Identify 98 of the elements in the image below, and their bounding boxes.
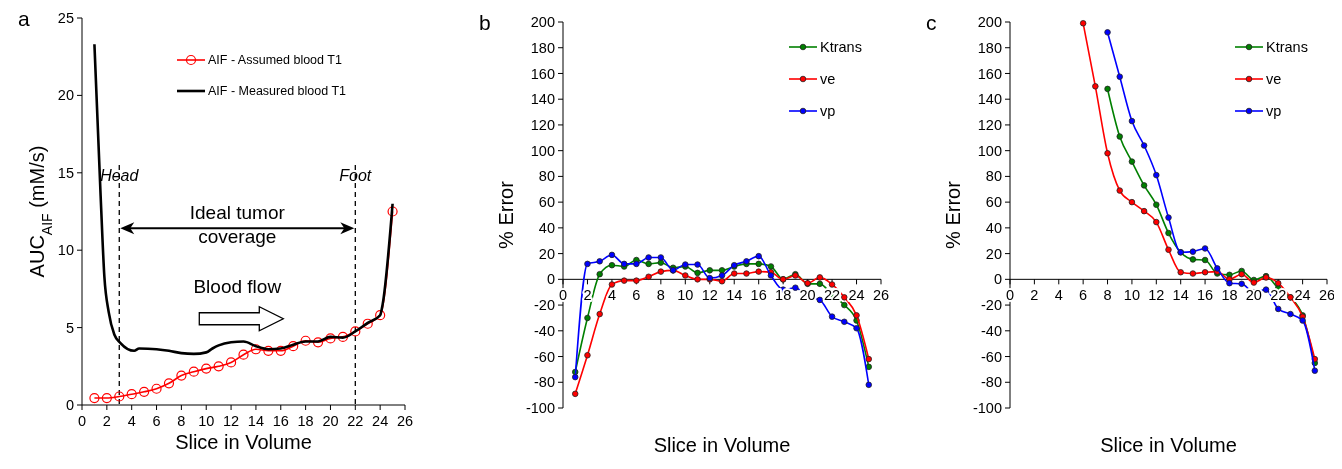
- y-tick-label: 100: [530, 142, 555, 159]
- x-tick-label: 26: [396, 413, 414, 429]
- y-tick-label: 140: [977, 91, 1002, 108]
- legend-label: vp: [820, 103, 836, 120]
- legend-label: ve: [820, 71, 836, 88]
- y-tick-label: 80: [985, 168, 1002, 185]
- y-tick-label: 20: [538, 245, 555, 262]
- y-tick-label: 0: [993, 271, 1002, 288]
- annotation: Foot: [339, 166, 372, 184]
- x-axis-title: Slice in Volume: [1100, 434, 1237, 456]
- y-tick-label: -40: [981, 322, 1002, 339]
- y-tick-label: 40: [538, 219, 555, 236]
- y-tick-label: 20: [985, 245, 1002, 262]
- x-tick-label: 10: [1123, 287, 1140, 304]
- y-axis-title: % Error: [495, 180, 517, 249]
- y-tick-label: -100: [525, 400, 555, 417]
- legend-label: AIF - Assumed blood T1: [208, 53, 342, 68]
- y-tick-label: 60: [985, 194, 1002, 211]
- chart-title: b: [479, 11, 491, 34]
- y-tick-label: -60: [534, 348, 555, 365]
- y-tick-label: 120: [977, 117, 1002, 134]
- y-tick-label: 200: [977, 14, 1002, 31]
- x-axis-title: Slice in Volume: [175, 431, 312, 453]
- y-tick-label: 120: [530, 117, 555, 134]
- x-tick-label: 12: [701, 287, 718, 304]
- y-tick-label: -60: [981, 348, 1002, 365]
- y-tick-label: 100: [977, 142, 1002, 159]
- y-tick-label: 0: [546, 271, 555, 288]
- x-tick-label: 16: [272, 413, 289, 429]
- x-tick-label: 4: [127, 413, 136, 429]
- y-tick-label: 60: [538, 194, 555, 211]
- y-tick-label: 180: [977, 39, 1002, 56]
- y-tick-label: 200: [530, 14, 555, 31]
- y-tick-label: 5: [65, 319, 74, 336]
- x-tick-label: 22: [347, 413, 364, 429]
- legend-label: vp: [1266, 103, 1282, 120]
- x-tick-label: 6: [632, 287, 641, 304]
- x-tick-label: 26: [1318, 287, 1336, 304]
- legend-label: Ktrans: [1266, 39, 1308, 56]
- y-tick-label: -80: [534, 374, 555, 391]
- x-tick-label: 14: [726, 287, 743, 304]
- x-tick-label: 16: [750, 287, 767, 304]
- x-tick-label: 22: [1270, 287, 1287, 304]
- x-tick-label: 10: [677, 287, 694, 304]
- x-axis-title: Slice in Volume: [653, 434, 791, 456]
- y-tick-label: 180: [530, 39, 555, 56]
- y-tick-label: 20: [57, 87, 74, 104]
- x-tick-label: 6: [152, 413, 161, 429]
- y-tick-label: 25: [57, 10, 74, 27]
- x-tick-label: 20: [1245, 287, 1262, 304]
- legend-label: Ktrans: [820, 39, 862, 56]
- x-tick-label: 4: [1054, 287, 1063, 304]
- annotation: Blood flow: [193, 275, 282, 297]
- x-tick-label: 10: [198, 413, 215, 429]
- y-tick-label: 0: [65, 397, 74, 414]
- y-tick-label: 160: [977, 65, 1002, 82]
- x-tick-label: 8: [177, 413, 186, 429]
- y-tick-label: 140: [530, 91, 555, 108]
- x-tick-label: 16: [1197, 287, 1214, 304]
- annotation: Head: [100, 166, 140, 184]
- x-tick-label: 18: [297, 413, 314, 429]
- x-tick-label: 0: [1005, 287, 1015, 304]
- legend-label: AIF - Measured blood T1: [208, 84, 347, 99]
- y-tick-label: -40: [534, 322, 555, 339]
- x-tick-label: 20: [322, 413, 339, 429]
- x-tick-label: 14: [1172, 287, 1189, 304]
- x-tick-label: 12: [223, 413, 240, 429]
- x-tick-label: 24: [372, 413, 389, 429]
- chart-title: a: [18, 7, 30, 30]
- x-tick-label: 0: [558, 287, 568, 304]
- x-tick-label: 4: [607, 287, 616, 304]
- legend-label: ve: [1266, 71, 1282, 88]
- y-tick-label: 15: [57, 164, 74, 181]
- y-tick-label: 10: [57, 242, 74, 259]
- x-tick-label: 12: [1148, 287, 1165, 304]
- x-tick-label: 26: [872, 287, 890, 304]
- y-tick-label: -80: [981, 374, 1002, 391]
- x-tick-label: 14: [247, 413, 264, 429]
- annotation: Ideal tumor coverage: [189, 202, 286, 247]
- chart-title: c: [926, 11, 937, 34]
- x-tick-label: 8: [656, 287, 665, 304]
- x-tick-label: 2: [102, 413, 111, 429]
- y-axis-title: % Error: [942, 180, 964, 249]
- x-tick-label: 2: [1030, 287, 1039, 304]
- y-tick-label: -100: [972, 400, 1002, 417]
- y-tick-label: 40: [985, 219, 1002, 236]
- x-tick-label: 18: [1221, 287, 1238, 304]
- y-tick-label: -20: [981, 297, 1002, 314]
- x-tick-label: 0: [77, 413, 87, 429]
- x-tick-label: 18: [775, 287, 792, 304]
- y-tick-label: -20: [534, 297, 555, 314]
- x-tick-label: 6: [1079, 287, 1088, 304]
- x-tick-label: 24: [848, 287, 865, 304]
- x-tick-label: 2: [583, 287, 592, 304]
- y-tick-label: 80: [538, 168, 555, 185]
- x-tick-label: 8: [1103, 287, 1112, 304]
- x-tick-label: 24: [1294, 287, 1311, 304]
- y-tick-label: 160: [530, 65, 555, 82]
